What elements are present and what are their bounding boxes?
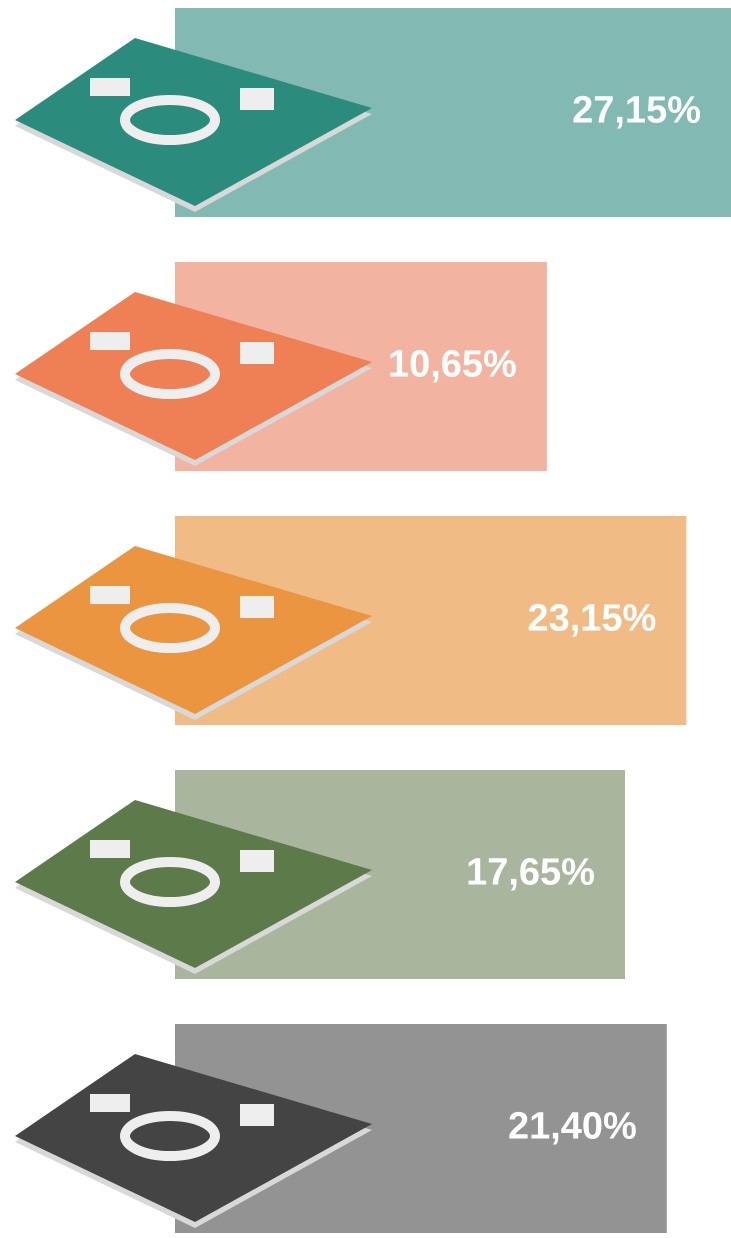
platform-object bbox=[240, 596, 274, 618]
platform-object bbox=[240, 1104, 274, 1126]
platform-object bbox=[90, 1094, 130, 1112]
platform-object bbox=[240, 88, 274, 110]
platform-object bbox=[90, 78, 130, 96]
platform-object bbox=[240, 342, 274, 364]
value-label: 17,65% bbox=[466, 852, 595, 894]
platform-object bbox=[90, 332, 130, 350]
platform-object bbox=[120, 857, 220, 907]
value-label: 27,15% bbox=[572, 90, 701, 132]
platform-object bbox=[120, 95, 220, 145]
platform-object bbox=[120, 1111, 220, 1161]
platform-object bbox=[120, 349, 220, 399]
platform-object bbox=[90, 840, 130, 858]
value-label: 10,65% bbox=[388, 344, 517, 386]
platform-object bbox=[90, 586, 130, 604]
value-label: 23,15% bbox=[527, 598, 656, 640]
platform-object bbox=[120, 603, 220, 653]
value-label: 21,40% bbox=[508, 1106, 637, 1148]
platform-object bbox=[240, 850, 274, 872]
